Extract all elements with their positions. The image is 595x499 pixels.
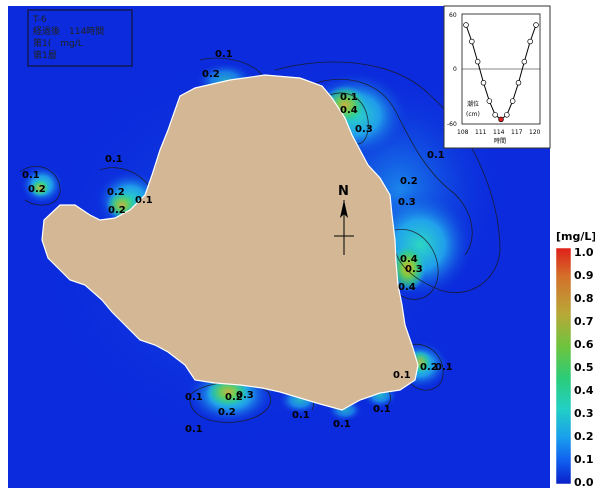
contour-label: 0.1	[135, 195, 153, 206]
inset-xtick: 111	[475, 129, 487, 136]
info-box: T-6 経過後 114時間 第1( mg/L 第1層	[27, 9, 133, 67]
legend-tick-label: 0.0	[574, 476, 594, 489]
legend-unit: [mg/L]	[556, 230, 595, 243]
contour-label: 0.1	[340, 92, 358, 103]
contour-label: 0.1	[333, 419, 351, 430]
inset-xlabel: 時間	[494, 137, 506, 145]
inset-ytick: -60	[447, 121, 457, 128]
tide-point	[492, 112, 498, 118]
legend-tick-label: 0.7	[574, 315, 594, 328]
contour-labels: 0.1 0.2 0.1 0.1 0.2 0.1 0.2 0.1 0.2 0.4 …	[22, 49, 453, 435]
contour-label: 0.2	[218, 407, 236, 418]
contour-label: 0.1	[215, 49, 233, 60]
contour-label: 0.2	[202, 69, 220, 80]
tide-point	[463, 22, 469, 28]
tide-inset: 60 0 -60 108 111 114 117 120 時間 潮位 (cm)	[443, 5, 551, 149]
contour-label: 0.1	[105, 154, 123, 165]
contour-label: 0.4	[340, 105, 358, 116]
tide-point	[469, 38, 475, 45]
contour-label: 0.1	[185, 392, 203, 403]
contour-label: 0.1	[22, 170, 40, 181]
legend-colorbar	[555, 247, 572, 485]
tide-point	[521, 58, 528, 65]
inset-xtick: 108	[457, 129, 469, 136]
inset-xtick: 114	[493, 129, 505, 136]
legend-tick-label: 1.0	[574, 246, 594, 259]
contour-label: 0.4	[398, 282, 416, 293]
legend-tick-label: 0.6	[574, 338, 594, 351]
inset-ylabel-unit: (cm)	[466, 111, 480, 118]
inset-ytick: 0	[453, 66, 457, 73]
contour-label: 0.1	[292, 410, 310, 421]
island-landmass	[41, 74, 419, 411]
contour-label: 0.2	[225, 392, 243, 403]
tide-point	[486, 98, 493, 104]
north-label: N	[338, 184, 349, 199]
legend-tick-label: 0.1	[574, 453, 594, 466]
contour-label: 0.1	[373, 404, 391, 415]
contour-label: 0.2	[400, 176, 418, 187]
contour-label: 0.1	[393, 370, 411, 381]
contour-label: 0.2	[108, 205, 126, 216]
legend-tick-label: 0.2	[574, 430, 594, 443]
info-line-3: 第1( mg/L	[33, 37, 83, 49]
contour-label: 0.1	[435, 362, 453, 373]
inset-ylabel: 潮位	[467, 100, 479, 108]
info-line-1: T-6	[32, 15, 47, 25]
tide-current-point	[498, 116, 504, 123]
contour-label: 0.2	[107, 187, 125, 198]
info-line-4: 第1層	[33, 49, 57, 61]
contour-label: 0.3	[398, 197, 416, 208]
contour-label: 0.3	[236, 390, 254, 401]
inset-ytick: 60	[449, 12, 457, 19]
legend-tick-label: 0.5	[574, 361, 594, 374]
info-line-2: 経過後 114時間	[33, 25, 104, 37]
north-arrow: N	[334, 184, 354, 255]
tide-point	[527, 38, 533, 45]
tide-point	[533, 22, 539, 28]
contour-label: 0.3	[405, 264, 423, 275]
tide-point	[509, 98, 516, 104]
tide-point	[504, 112, 510, 118]
legend-tick-label: 0.8	[574, 292, 594, 305]
contour-label: 0.4	[400, 254, 418, 265]
contour-label: 0.3	[355, 124, 373, 135]
tide-point	[515, 79, 522, 86]
legend-tick-label: 0.3	[574, 407, 594, 420]
color-legend: [mg/L] 1.0 0.9 0.8 0.7 0.6 0.5 0.4 0.3 0.2 0.1 0.0	[555, 230, 595, 489]
tide-point	[480, 79, 487, 86]
contour-label: 0.2	[420, 362, 438, 373]
contour-label: 0.2	[28, 184, 46, 195]
legend-tick-label: 0.9	[574, 269, 594, 282]
contour-label: 0.1	[185, 424, 203, 435]
tide-point	[474, 58, 481, 65]
inset-xtick: 120	[529, 129, 541, 136]
inset-xtick: 117	[511, 129, 523, 136]
legend-tick-label: 0.4	[574, 384, 594, 397]
contour-label: 0.1	[427, 150, 445, 161]
